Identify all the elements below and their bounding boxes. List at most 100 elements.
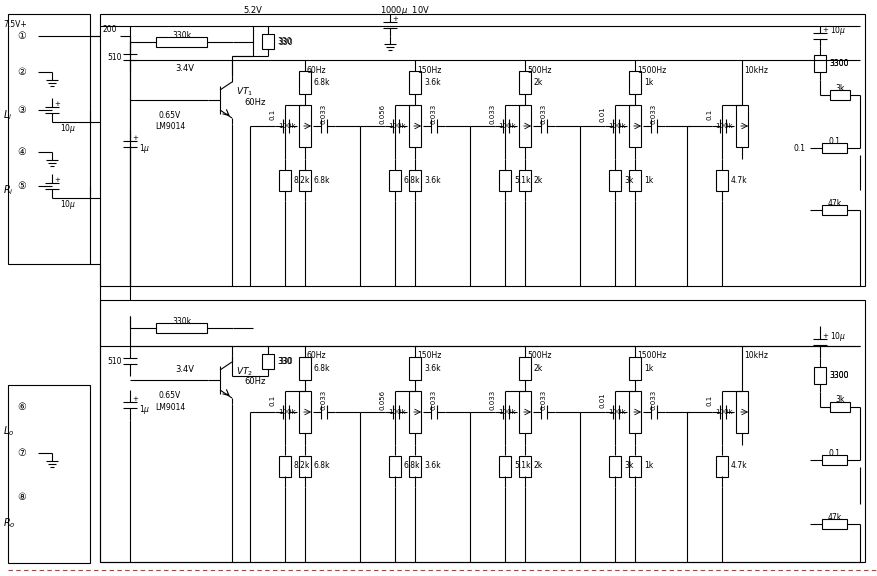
- Bar: [628, 71, 640, 94]
- Bar: [518, 71, 531, 94]
- Text: 3k: 3k: [624, 461, 632, 471]
- Text: 5.2V: 5.2V: [243, 6, 262, 14]
- Bar: [735, 391, 747, 433]
- Text: 2k: 2k: [533, 78, 543, 87]
- Text: 0.1: 0.1: [270, 108, 275, 120]
- Text: 4.7k: 4.7k: [731, 461, 747, 471]
- Text: 100k: 100k: [388, 123, 405, 129]
- Text: 6.8k: 6.8k: [314, 78, 330, 87]
- Text: LM9014: LM9014: [154, 122, 185, 131]
- Text: 60Hz: 60Hz: [307, 66, 326, 74]
- Bar: [299, 391, 310, 433]
- Text: $VT_2$: $VT_2$: [236, 366, 253, 378]
- Text: 0.01: 0.01: [599, 392, 605, 408]
- Bar: [609, 169, 620, 191]
- Text: ⑥: ⑥: [18, 402, 26, 412]
- Text: 200: 200: [103, 25, 118, 33]
- Text: 3k: 3k: [834, 396, 844, 404]
- Text: 330: 330: [276, 36, 291, 46]
- Text: 2k: 2k: [533, 461, 543, 471]
- Bar: [518, 169, 531, 191]
- Text: 1k: 1k: [643, 364, 652, 373]
- Bar: [261, 33, 274, 48]
- Text: $1\mu$: $1\mu$: [139, 404, 150, 416]
- Text: 6.8k: 6.8k: [403, 461, 420, 471]
- Text: $L_o$: $L_o$: [3, 424, 14, 438]
- Bar: [100, 31, 120, 41]
- Text: 330: 330: [278, 357, 292, 366]
- Text: +: +: [392, 16, 397, 22]
- Text: 100k: 100k: [715, 123, 732, 129]
- Text: 100k: 100k: [388, 409, 405, 415]
- Text: 1500Hz: 1500Hz: [637, 66, 666, 74]
- Text: 100k: 100k: [278, 409, 296, 415]
- Text: LM9014: LM9014: [154, 403, 185, 411]
- Text: $10\mu$: $10\mu$: [829, 24, 845, 36]
- Bar: [100, 14, 864, 286]
- Bar: [100, 300, 864, 562]
- Text: ②: ②: [18, 67, 26, 77]
- Bar: [628, 456, 640, 476]
- Text: 0.033: 0.033: [650, 104, 656, 124]
- Text: 0.033: 0.033: [489, 104, 496, 124]
- Text: 510: 510: [107, 52, 122, 62]
- Bar: [409, 357, 420, 380]
- Text: 0.1: 0.1: [828, 449, 840, 457]
- Text: 1k: 1k: [643, 461, 652, 471]
- Bar: [299, 105, 310, 147]
- Text: 10kHz: 10kHz: [743, 351, 767, 361]
- Text: 0.01: 0.01: [599, 106, 605, 122]
- Bar: [8, 385, 90, 563]
- Text: 1k: 1k: [643, 176, 652, 184]
- Text: 0.1: 0.1: [828, 137, 840, 146]
- Text: 6.8k: 6.8k: [403, 176, 420, 184]
- Text: 10kHz: 10kHz: [743, 66, 767, 74]
- Text: 0.1: 0.1: [706, 108, 712, 120]
- Bar: [829, 402, 849, 412]
- Text: ④: ④: [18, 147, 26, 157]
- Text: 1500Hz: 1500Hz: [637, 351, 666, 361]
- Bar: [299, 71, 310, 94]
- Text: 100k: 100k: [715, 409, 732, 415]
- Bar: [299, 456, 310, 476]
- Bar: [715, 169, 727, 191]
- Text: 0.65V: 0.65V: [159, 391, 181, 400]
- Bar: [735, 105, 747, 147]
- Bar: [155, 323, 207, 333]
- Text: 3.4V: 3.4V: [175, 63, 195, 73]
- Text: 5.1k: 5.1k: [513, 176, 530, 184]
- Bar: [279, 169, 290, 191]
- Text: 3300: 3300: [828, 370, 847, 380]
- Bar: [299, 357, 310, 380]
- Bar: [829, 90, 849, 100]
- Text: 6.8k: 6.8k: [314, 364, 330, 373]
- Text: 150Hz: 150Hz: [417, 66, 441, 74]
- Bar: [498, 456, 510, 476]
- Text: 3300: 3300: [828, 59, 847, 67]
- Text: 0.033: 0.033: [431, 104, 437, 124]
- Text: 6.8k: 6.8k: [314, 176, 330, 184]
- Text: 500Hz: 500Hz: [526, 66, 551, 74]
- Text: 100k: 100k: [608, 409, 625, 415]
- Bar: [813, 366, 825, 384]
- Text: 0.033: 0.033: [540, 390, 546, 410]
- Text: 5.1k: 5.1k: [513, 461, 530, 471]
- Text: 330: 330: [278, 37, 292, 47]
- Text: 3k: 3k: [834, 84, 844, 93]
- Text: ⑦: ⑦: [18, 448, 26, 458]
- Text: +: +: [821, 27, 827, 33]
- Bar: [628, 105, 640, 147]
- Bar: [299, 169, 310, 191]
- Text: 3300: 3300: [828, 370, 847, 380]
- Bar: [628, 169, 640, 191]
- Text: +: +: [54, 101, 60, 107]
- Bar: [389, 456, 401, 476]
- Text: 0.033: 0.033: [431, 390, 437, 410]
- Bar: [409, 71, 420, 94]
- Bar: [518, 357, 531, 380]
- Text: 3.6k: 3.6k: [424, 461, 440, 471]
- Text: 60Hz: 60Hz: [244, 97, 266, 107]
- Text: ③: ③: [18, 105, 26, 115]
- Bar: [498, 169, 510, 191]
- Text: 47k: 47k: [827, 513, 841, 521]
